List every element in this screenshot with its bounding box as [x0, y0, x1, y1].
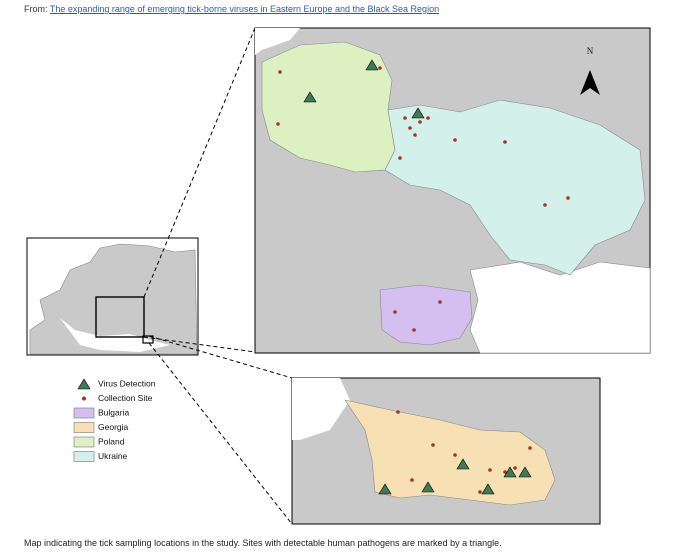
- georgia-map: [291, 377, 601, 525]
- figure: N Virus Detection Collection Site Bulgaria…: [26, 27, 651, 525]
- legend-label: Bulgaria: [98, 407, 129, 417]
- legend-label: Poland: [98, 436, 125, 446]
- legend: Virus Detection Collection Site Bulgaria Ge…: [73, 378, 156, 462]
- legend-swatch: [73, 422, 95, 433]
- legend-label: Georgia: [98, 422, 129, 432]
- legend-symbol: [82, 396, 86, 401]
- article-link[interactable]: The expanding range of emerging tick-bor…: [49, 4, 440, 14]
- legend-swatch: [73, 451, 95, 462]
- caption: Map indicating the tick sampling locatio…: [24, 538, 502, 548]
- legend-label: Virus Detection: [98, 378, 156, 388]
- header: From: The expanding range of emerging ti…: [24, 4, 439, 14]
- north-label: N: [587, 46, 594, 56]
- from-label: From:: [24, 4, 48, 14]
- legend-label: Collection Site: [98, 393, 153, 403]
- legend-swatch: [73, 407, 95, 419]
- main-map: N: [254, 27, 651, 354]
- legend-label: Ukraine: [98, 451, 128, 461]
- europe-inset: [26, 237, 199, 356]
- legend-symbol: [77, 378, 91, 390]
- legend-swatch: [73, 436, 95, 448]
